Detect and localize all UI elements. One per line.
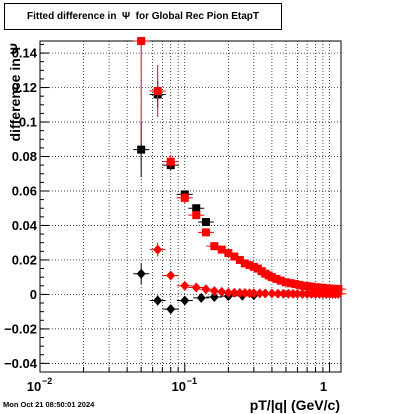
diamond-marker	[209, 292, 219, 303]
diamond-marker	[201, 284, 211, 295]
y-tick-label: 0.08	[12, 149, 37, 164]
square-marker	[281, 278, 290, 287]
grid-lines	[39, 41, 341, 372]
diamond-marker	[209, 285, 219, 296]
y-tick-label: 0	[30, 287, 37, 302]
square-marker	[201, 228, 210, 237]
x-tick-label: 1	[320, 379, 327, 394]
square-marker	[153, 86, 162, 95]
y-tick-label: 0.14	[12, 46, 38, 61]
square-marker	[217, 245, 226, 254]
diamond-marker	[217, 286, 227, 297]
chart-title: Fitted difference in Ψ for Global Rec Pi…	[4, 3, 282, 30]
square-marker	[210, 242, 219, 251]
x-tick-exponent: −1	[187, 376, 197, 386]
y-tick-label: −0.02	[4, 321, 37, 336]
diamond-marker	[136, 268, 146, 279]
y-tick-label: 0.1	[19, 115, 37, 130]
diamond-marker	[196, 292, 206, 303]
square-marker	[137, 37, 146, 45]
square-marker	[192, 211, 201, 220]
diamond-marker	[191, 282, 201, 293]
y-tick-labels: −0.04 −0.02 0 0.02 0.04 0.06 0.08 0.1 0.12 0.14	[4, 46, 38, 371]
square-marker	[267, 273, 276, 282]
square-marker	[291, 280, 300, 289]
square-marker	[307, 282, 316, 291]
data-marks	[133, 37, 347, 315]
x-tick-labels: 10 −2 10 −1 1	[27, 376, 327, 394]
square-marker	[201, 218, 210, 227]
square-marker	[235, 255, 244, 264]
timestamp-label: Mon Oct 21 08:50:01 2024	[3, 400, 95, 409]
diamond-marker	[333, 288, 343, 299]
y-tick-label: −0.04	[4, 356, 38, 371]
x-axis-title: pT/|q| (GeV/c)	[250, 397, 340, 413]
x-tick-exponent: −2	[42, 376, 52, 386]
diamond-marker	[166, 304, 176, 315]
square-marker	[240, 259, 249, 268]
square-marker	[249, 262, 258, 271]
square-marker	[166, 157, 175, 166]
square-marker	[245, 261, 254, 270]
square-marker	[224, 249, 233, 258]
square-marker	[303, 282, 312, 291]
square-marker	[276, 276, 285, 285]
square-marker	[192, 204, 201, 213]
plot-frame	[39, 40, 342, 373]
x-tick-label: 10	[172, 379, 186, 394]
diamond-marker	[153, 244, 163, 255]
y-tick-label: 0.04	[12, 218, 38, 233]
x-tick-label: 10	[27, 379, 41, 394]
square-marker	[272, 274, 281, 283]
y-axis-title: difference in Ψ	[7, 43, 23, 141]
y-tick-label: 0.02	[12, 252, 37, 267]
diamond-marker	[180, 280, 190, 291]
square-marker	[180, 193, 189, 202]
y-tick-label: 0.06	[12, 183, 37, 198]
axis-ticks	[39, 43, 331, 372]
diamond-marker	[180, 295, 190, 306]
diamond-marker	[166, 270, 176, 281]
y-tick-label: 0.12	[12, 80, 37, 95]
diamond-marker	[153, 295, 163, 306]
square-marker	[230, 252, 239, 261]
square-marker	[286, 279, 295, 288]
square-marker	[137, 145, 146, 154]
